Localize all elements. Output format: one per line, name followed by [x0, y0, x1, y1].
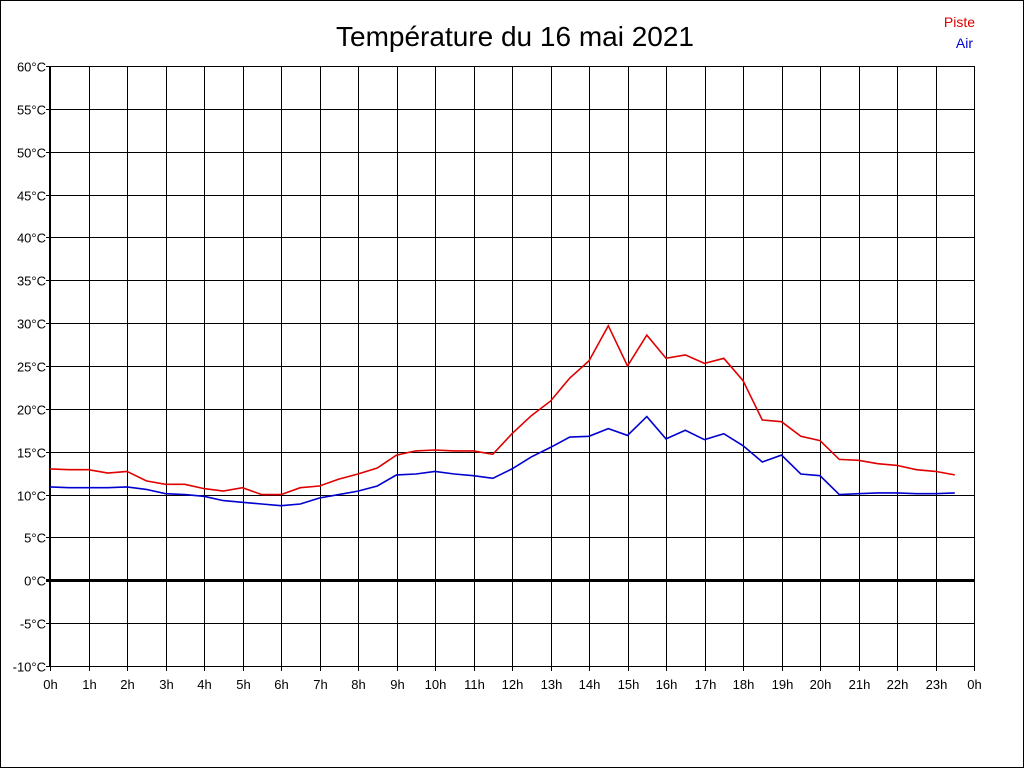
- y-tick-label: 15°C: [17, 446, 46, 461]
- y-tick-label: 60°C: [17, 60, 46, 75]
- x-tick-label: 2h: [120, 677, 134, 692]
- y-tick-label: 10°C: [17, 489, 46, 504]
- x-tick-label: 7h: [313, 677, 327, 692]
- y-tick-label: -5°C: [20, 617, 46, 632]
- y-tick-label: 5°C: [24, 531, 46, 546]
- grid: [46, 66, 975, 671]
- series-line-air: [49, 415, 955, 507]
- y-tick-label: 0°C: [24, 574, 46, 589]
- x-tick-label: 6h: [274, 677, 288, 692]
- x-tick-label: 12h: [502, 677, 524, 692]
- chart-title: Température du 16 mai 2021: [336, 21, 694, 52]
- y-tick-label: 55°C: [17, 103, 46, 118]
- x-tick-label: 5h: [236, 677, 250, 692]
- y-tick-label: 25°C: [17, 360, 46, 375]
- x-tick-label: 20h: [810, 677, 832, 692]
- x-tick-label: 22h: [887, 677, 909, 692]
- x-tick-label: 13h: [541, 677, 563, 692]
- x-tick-label: 23h: [926, 677, 948, 692]
- plot-area: [49, 66, 975, 667]
- x-tick-label: 0h: [43, 677, 57, 692]
- x-tick-label: 4h: [197, 677, 211, 692]
- axis-labels: 0h 1h 2h 3h 4h 5h 6h 7h 8h 9h 10h 11h 12h 13h 14h 15h 16…: [13, 60, 982, 693]
- x-tick-label: 17h: [695, 677, 717, 692]
- y-tick-label: 40°C: [17, 231, 46, 246]
- x-tick-label: 8h: [351, 677, 365, 692]
- x-tick-label: 18h: [733, 677, 755, 692]
- x-tick-label: 15h: [618, 677, 640, 692]
- x-tick-label: 11h: [464, 677, 485, 692]
- x-tick-label: 10h: [425, 677, 447, 692]
- y-tick-label: 20°C: [17, 403, 46, 418]
- series-line-piste: [49, 323, 955, 496]
- x-tick-label: 0h: [967, 677, 981, 692]
- x-tick-label: 14h: [579, 677, 601, 692]
- y-tick-label: 30°C: [17, 317, 46, 332]
- x-tick-label: 21h: [849, 677, 871, 692]
- y-tick-label: 50°C: [17, 146, 46, 161]
- y-tick-label: 45°C: [17, 189, 46, 204]
- y-tick-label: 35°C: [17, 274, 46, 289]
- y-tick-label: -10°C: [13, 660, 46, 675]
- x-tick-label: 19h: [772, 677, 794, 692]
- series-lines: [49, 323, 955, 507]
- x-tick-label: 1h: [82, 677, 96, 692]
- x-tick-label: 9h: [390, 677, 404, 692]
- x-tick-label: 16h: [656, 677, 678, 692]
- x-tick-label: 3h: [159, 677, 173, 692]
- legend-air: Air: [956, 35, 973, 51]
- legend-piste: Piste: [944, 14, 975, 30]
